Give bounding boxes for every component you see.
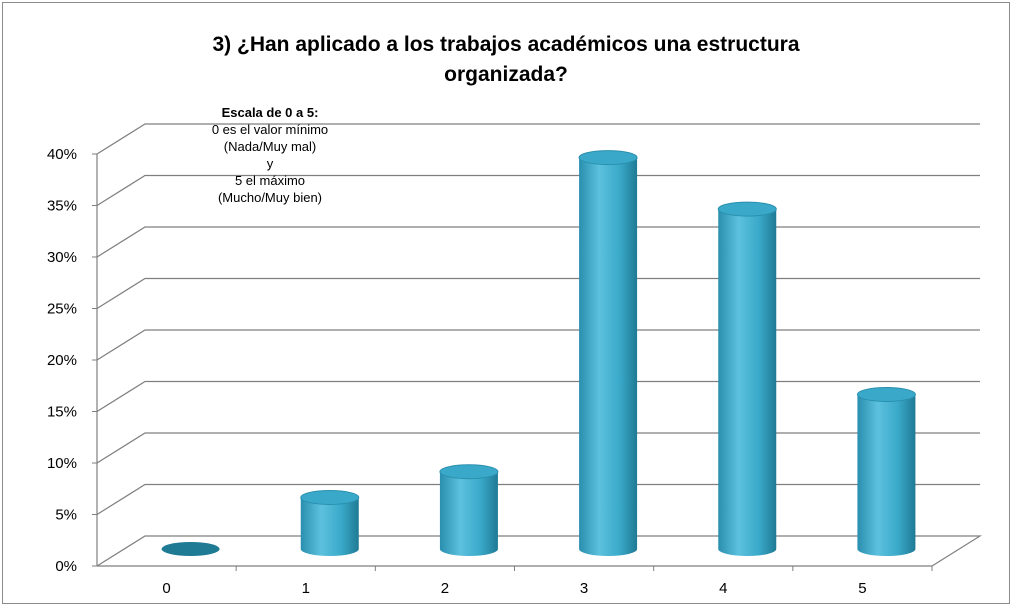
gridline bbox=[96, 380, 980, 413]
gridline bbox=[96, 174, 980, 207]
gridlines bbox=[96, 123, 980, 516]
chart-title-line-2: organizada? bbox=[444, 63, 568, 86]
chart-title-line-1: 3) ¿Han aplicado a los trabajos académic… bbox=[212, 33, 800, 56]
x-tick-label: 0 bbox=[162, 580, 170, 597]
y-tick-label: 25% bbox=[47, 301, 77, 318]
x-tick-label: 2 bbox=[441, 580, 449, 597]
scale-annotation: Escala de 0 a 5: 0 es el valor mínimo (N… bbox=[170, 104, 370, 206]
y-tick-label: 30% bbox=[47, 249, 77, 266]
x-tick-label: 1 bbox=[302, 580, 310, 597]
bar-0 bbox=[161, 542, 220, 556]
bar-5 bbox=[856, 387, 916, 556]
scale-line-3: y bbox=[266, 156, 274, 171]
y-tick-label: 20% bbox=[47, 352, 77, 369]
bar-top bbox=[439, 464, 499, 480]
y-tick-label: 35% bbox=[47, 198, 77, 215]
bar-body bbox=[439, 471, 498, 556]
gridline bbox=[96, 123, 980, 155]
gridline bbox=[96, 329, 980, 361]
bar-body bbox=[300, 497, 359, 556]
bar-top bbox=[300, 490, 360, 505]
gridline bbox=[96, 483, 980, 516]
scale-heading: Escala de 0 a 5: bbox=[221, 105, 319, 120]
bar-body bbox=[579, 157, 638, 556]
bar-top bbox=[161, 542, 220, 556]
bar-1 bbox=[300, 490, 360, 556]
bar-body bbox=[857, 394, 916, 556]
y-tick-label: 40% bbox=[47, 146, 77, 163]
x-tick-label: 5 bbox=[858, 580, 866, 597]
floor-outline bbox=[96, 535, 983, 567]
x-tick-label: 4 bbox=[719, 580, 727, 597]
y-tick-labels: 0% 5% 10% 15% 20% 25% 30% 35% 40% bbox=[47, 146, 77, 575]
axes bbox=[92, 153, 983, 571]
x-tick-labels: 0 1 2 3 4 5 bbox=[162, 580, 866, 597]
bar-top bbox=[856, 387, 916, 402]
bar-3 bbox=[578, 150, 638, 556]
bars bbox=[161, 150, 916, 556]
scale-line-5: (Mucho/Muy bien) bbox=[217, 190, 323, 205]
bar-body bbox=[718, 209, 777, 556]
scale-line-1: 0 es el valor mínimo bbox=[211, 122, 329, 137]
y-tick-label: 15% bbox=[47, 404, 77, 421]
y-tick-label: 10% bbox=[47, 455, 77, 472]
chart-title: 3) ¿Han aplicado a los trabajos académic… bbox=[0, 30, 1012, 90]
gridline bbox=[96, 277, 980, 310]
scale-line-2: (Nada/Muy mal) bbox=[223, 139, 317, 154]
gridline bbox=[96, 226, 980, 258]
gridline bbox=[96, 432, 980, 464]
bar-2 bbox=[439, 464, 499, 556]
x-tick-label: 3 bbox=[580, 580, 588, 597]
scale-line-4: 5 el máximo bbox=[234, 173, 306, 188]
y-tick-label: 0% bbox=[55, 558, 77, 575]
y-tick-label: 5% bbox=[55, 507, 77, 524]
bar-top bbox=[717, 201, 777, 217]
bar-4 bbox=[717, 201, 777, 556]
bar-top bbox=[578, 150, 638, 166]
